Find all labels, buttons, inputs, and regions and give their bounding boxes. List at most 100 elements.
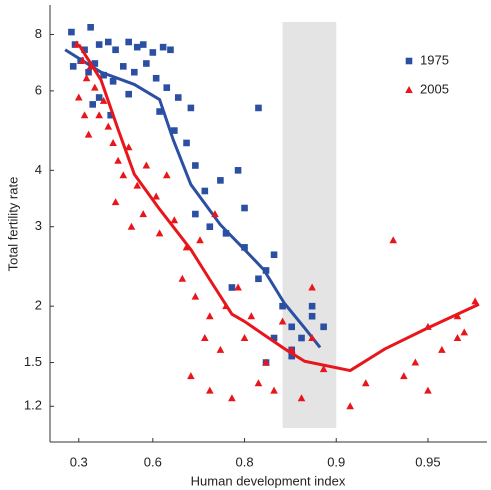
marker-square	[234, 167, 242, 174]
marker-square	[109, 78, 117, 85]
marker-triangle	[308, 283, 316, 291]
trend-line	[77, 43, 480, 373]
marker-square	[241, 204, 248, 212]
marker-square	[167, 46, 174, 54]
marker-square	[131, 68, 138, 76]
marker-square	[139, 41, 147, 48]
marker-square	[192, 210, 199, 218]
marker-triangle	[80, 111, 89, 119]
y-axis-label: Total fertility rate	[5, 177, 20, 272]
x-tick-label: 0.95	[415, 454, 440, 469]
marker-square	[288, 323, 296, 331]
marker-triangle	[124, 143, 133, 151]
marker-triangle	[460, 328, 469, 336]
marker-triangle	[240, 334, 249, 342]
marker-triangle	[234, 283, 242, 291]
legend-label: 1975	[420, 52, 449, 67]
marker-square	[104, 38, 112, 46]
marker-square	[308, 312, 316, 320]
trend-line	[64, 48, 322, 349]
marker-square	[125, 90, 132, 98]
marker-triangle	[389, 236, 398, 244]
x-tick-label: 0.8	[235, 454, 253, 469]
marker-triangle	[191, 292, 200, 300]
marker-triangle	[78, 56, 87, 64]
marker-square	[85, 68, 92, 76]
marker-triangle	[155, 229, 164, 237]
marker-square	[228, 284, 236, 291]
marker-triangle	[111, 198, 120, 206]
marker-square	[100, 71, 107, 79]
y-tick-label: 6	[35, 82, 42, 97]
marker-square	[174, 94, 182, 101]
marker-square	[81, 46, 88, 54]
y-tick-label: 4	[35, 162, 42, 177]
marker-triangle	[114, 156, 122, 164]
marker-square	[171, 127, 178, 134]
marker-square	[187, 104, 195, 112]
marker-square	[320, 323, 327, 331]
marker-triangle	[262, 358, 270, 366]
marker-square	[143, 60, 150, 67]
x-axis-label: Human development index	[191, 473, 346, 488]
marker-square	[222, 230, 230, 237]
x-tick-label: 0.3	[70, 454, 88, 469]
marker-square	[112, 46, 119, 54]
marker-square	[95, 41, 103, 48]
marker-square	[255, 275, 262, 283]
marker-triangle	[74, 93, 83, 101]
marker-triangle	[297, 394, 306, 402]
marker-triangle	[424, 386, 432, 394]
marker-square	[163, 84, 171, 91]
marker-square	[270, 334, 278, 342]
marker-triangle	[254, 379, 263, 387]
marker-square	[89, 101, 97, 108]
marker-triangle	[216, 345, 225, 353]
marker-square	[308, 302, 316, 310]
marker-triangle	[278, 317, 287, 325]
marker-square	[119, 63, 127, 70]
marker-triangle	[84, 130, 93, 138]
marker-triangle	[162, 171, 171, 179]
marker-square	[255, 104, 262, 112]
marker-triangle	[170, 216, 179, 224]
marker-square	[241, 244, 248, 251]
marker-triangle	[319, 365, 328, 373]
marker-triangle	[471, 297, 479, 305]
marker-triangle	[142, 161, 151, 169]
marker-triangle	[95, 111, 103, 119]
y-tick-label: 1.2	[24, 398, 42, 413]
shaded-region	[282, 22, 337, 428]
marker-triangle	[127, 222, 136, 230]
marker-triangle	[438, 345, 446, 353]
marker-triangle	[139, 210, 148, 218]
marker-triangle	[206, 386, 214, 394]
y-tick-label: 1.5	[24, 354, 42, 369]
marker-triangle	[361, 379, 370, 387]
marker-triangle	[187, 372, 195, 380]
x-tick-label: 0.6	[144, 454, 162, 469]
y-tick-label: 3	[35, 218, 42, 233]
marker-triangle	[104, 122, 113, 130]
marker-square	[206, 223, 214, 231]
marker-triangle	[82, 74, 91, 82]
marker-triangle	[133, 181, 142, 189]
marker-square	[95, 94, 103, 101]
marker-square	[183, 139, 190, 147]
marker-square	[68, 28, 75, 36]
marker-triangle	[178, 274, 187, 282]
marker-square	[133, 43, 141, 51]
marker-square	[91, 60, 99, 67]
marker-triangle	[119, 171, 128, 179]
marker-square	[192, 162, 199, 169]
marker-triangle	[206, 312, 214, 320]
marker-triangle	[228, 394, 236, 402]
marker-square	[262, 267, 270, 274]
legend-marker	[405, 57, 413, 65]
legend-label: 2005	[420, 81, 449, 96]
marker-triangle	[91, 83, 99, 91]
marker-triangle	[400, 372, 408, 380]
marker-triangle	[346, 402, 354, 410]
marker-triangle	[99, 96, 108, 104]
